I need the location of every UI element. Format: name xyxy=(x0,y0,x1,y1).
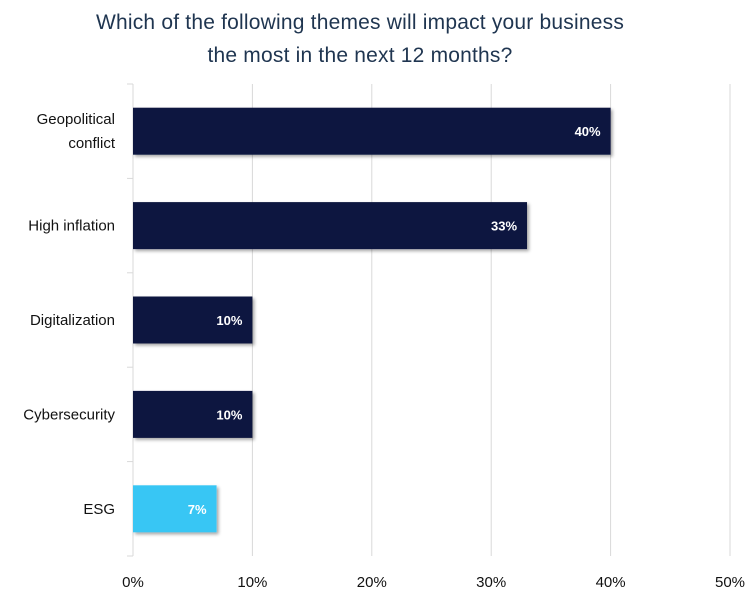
chart-title-line-2: the most in the next 12 months? xyxy=(207,44,513,67)
category-label: Geopolitical conflict xyxy=(37,111,116,152)
bar xyxy=(133,485,217,533)
category-labels: Geopolitical conflict High inflation Digita… xyxy=(23,111,116,518)
bars: 40% 33% 10% 10% 7% xyxy=(133,107,611,533)
data-label: 33% xyxy=(491,219,517,234)
chart-title-line-1: Which of the following themes will impac… xyxy=(95,11,625,34)
x-tick-label: 30% xyxy=(476,574,506,591)
category-label: Cybersecurity xyxy=(23,406,115,423)
gridlines xyxy=(251,84,731,556)
x-tick-label: 0% xyxy=(122,574,144,591)
category-label: ESG xyxy=(83,501,115,518)
data-label: 40% xyxy=(575,124,601,139)
bar xyxy=(133,390,253,438)
x-tick-labels: 0% 10% 20% 30% 40% 50% xyxy=(122,574,745,591)
data-label: 10% xyxy=(216,407,242,422)
y-axis xyxy=(127,83,134,557)
category-label: High inflation xyxy=(28,218,115,235)
x-tick-label: 20% xyxy=(357,574,387,591)
chart-title: Which of the following themes will impac… xyxy=(0,6,720,72)
bar xyxy=(133,202,528,250)
x-tick-label: 40% xyxy=(596,574,626,591)
x-tick-label: 10% xyxy=(237,574,267,591)
bar xyxy=(133,296,253,344)
data-label: 7% xyxy=(188,502,207,517)
category-label: Digitalization xyxy=(30,312,115,329)
data-label: 10% xyxy=(216,313,242,328)
bar xyxy=(133,107,611,155)
x-tick-label: 50% xyxy=(715,574,745,591)
